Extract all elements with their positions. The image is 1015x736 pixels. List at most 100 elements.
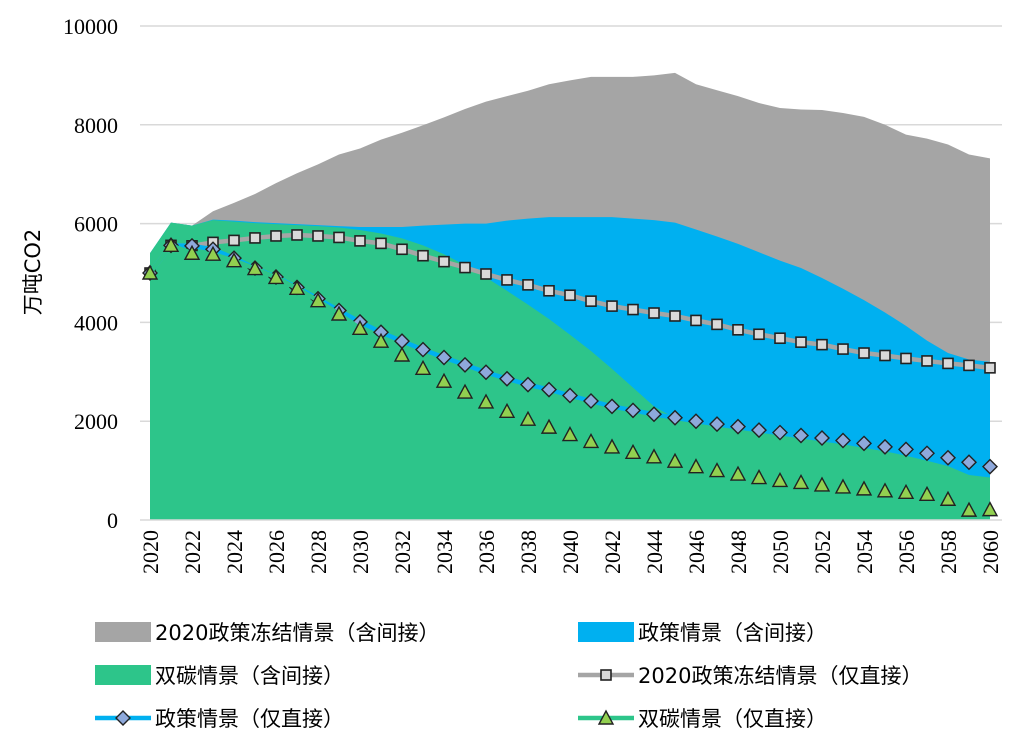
x-tick-label: 2030 [348, 530, 373, 574]
point-square [963, 359, 975, 372]
point-diamond [772, 424, 788, 441]
point-diamond [583, 392, 599, 409]
point-diamond [751, 422, 767, 439]
point-triangle [267, 268, 285, 285]
point-square [438, 255, 450, 268]
point-diamond [709, 416, 725, 433]
point-square [942, 357, 954, 370]
point-square [753, 328, 765, 341]
point-diamond [793, 427, 809, 444]
point-square [984, 362, 996, 374]
point-triangle [813, 476, 831, 492]
point-square [291, 229, 303, 241]
point-triangle [141, 264, 159, 280]
point-square [480, 268, 492, 280]
point-triangle [603, 438, 621, 454]
point-triangle [876, 482, 894, 498]
y-tick-label: 2000 [74, 409, 118, 434]
point-triangle [498, 402, 516, 419]
point-triangle [561, 426, 579, 442]
point-triangle [204, 245, 222, 261]
legend-item: 政策情景（含间接） [578, 621, 827, 645]
point-triangle [540, 418, 558, 434]
point-square [816, 338, 828, 351]
y-tick-label: 4000 [74, 310, 118, 335]
x-tick-label: 2022 [180, 530, 205, 574]
point-square [648, 307, 660, 319]
point-triangle [960, 501, 978, 517]
point-square [375, 237, 387, 250]
x-tick-label: 2056 [894, 530, 919, 574]
point-square [543, 284, 555, 297]
point-diamond [457, 356, 473, 373]
point-square [858, 347, 870, 359]
point-triangle [834, 478, 852, 494]
legend-item: 双碳情景（仅直接） [578, 707, 827, 731]
y-tick-label: 0 [107, 508, 118, 533]
point-square [396, 243, 408, 256]
x-tick-label: 2054 [852, 530, 877, 574]
x-tick-label: 2046 [684, 530, 709, 574]
x-tick-label: 2026 [264, 530, 289, 574]
legend-item: 2020政策冻结情景（仅直接） [578, 664, 922, 688]
point-triangle [918, 485, 936, 502]
point-square [606, 300, 618, 312]
x-tick-label: 2038 [516, 530, 541, 574]
point-diamond [667, 409, 683, 426]
point-triangle [162, 236, 180, 253]
point-diamond [814, 430, 830, 446]
y-tick-label: 10000 [63, 14, 118, 39]
point-diamond [919, 445, 935, 462]
point-diamond [688, 413, 704, 430]
y-axis-label: 万吨CO2 [21, 229, 45, 316]
legend-label: 2020政策冻结情景（仅直接） [638, 664, 922, 688]
point-square [522, 279, 534, 291]
point-triangle [477, 393, 495, 409]
x-tick-label: 2050 [768, 530, 793, 574]
point-triangle [624, 443, 642, 460]
point-triangle [183, 244, 201, 260]
point-square [501, 274, 513, 286]
legend: 2020政策冻结情景（含间接） 政策情景（含间接） 双碳情景（含间接） 2020政策冻… [95, 621, 922, 731]
x-tick-label: 2060 [978, 530, 1003, 574]
axes: 0 2000 4000 6000 8000 10000 2020 2022 2024 2026 20… [63, 14, 1003, 574]
legend-label: 双碳情景（仅直接） [638, 707, 827, 731]
legend-marker [600, 669, 612, 681]
point-triangle [414, 359, 432, 376]
point-triangle [372, 332, 390, 348]
y-tick-label: 8000 [74, 113, 118, 138]
point-triangle [792, 473, 810, 490]
point-diamond [478, 364, 494, 381]
legend-item: 政策情景（仅直接） [95, 707, 344, 731]
point-diamond [436, 349, 452, 366]
point-diamond [415, 341, 431, 358]
legend-swatch [578, 622, 634, 642]
point-triangle [708, 462, 726, 478]
point-diamond [625, 402, 641, 419]
x-tick-label: 2044 [642, 530, 667, 574]
point-triangle [582, 432, 600, 449]
x-tick-label: 2024 [222, 530, 247, 574]
point-diamond [877, 438, 893, 455]
x-tick-label: 2036 [474, 530, 499, 574]
point-square [333, 231, 345, 244]
legend-item: 双碳情景（含间接） [95, 664, 344, 688]
legend-swatch [95, 622, 151, 642]
point-triangle [687, 458, 705, 474]
point-square [879, 349, 891, 362]
point-triangle [393, 346, 411, 362]
x-tick-label: 2032 [390, 530, 415, 574]
legend-marker [597, 709, 615, 725]
point-diamond [520, 376, 536, 393]
legend-item: 2020政策冻结情景（含间接） [95, 621, 439, 645]
point-square [837, 343, 849, 355]
point-diamond [856, 435, 872, 452]
point-diamond [982, 458, 998, 475]
point-diamond [562, 387, 578, 404]
x-tick-label: 2052 [810, 530, 835, 574]
point-square [270, 230, 282, 242]
point-diamond [898, 441, 914, 458]
point-triangle [456, 383, 474, 399]
point-triangle [288, 279, 306, 296]
